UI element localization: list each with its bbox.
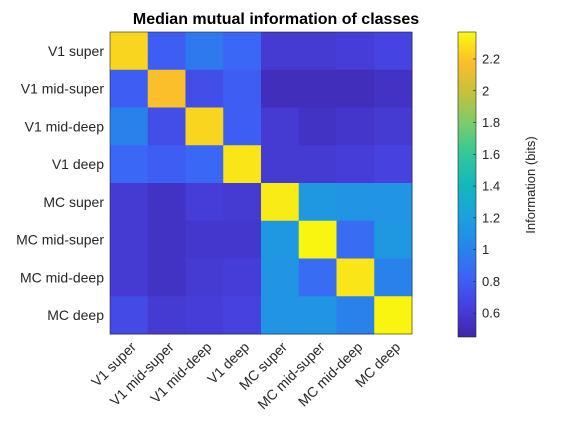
heatmap-cell: [336, 32, 375, 71]
heatmap-cell: [261, 183, 300, 222]
row-tick-label: MC mid-super: [16, 232, 104, 248]
heatmap-cell: [336, 145, 375, 184]
colorbar-tick-label: 0.6: [482, 306, 500, 321]
heatmap-cell: [336, 183, 375, 222]
row-tick-label: V1 super: [48, 43, 104, 59]
heatmap-cell: [185, 220, 224, 259]
heatmap-cell: [298, 183, 337, 222]
heatmap-cell: [261, 107, 300, 146]
heatmap-cell: [185, 69, 224, 108]
heatmap-cell: [374, 296, 413, 335]
heatmap-cell: [147, 69, 186, 108]
heatmap-cell: [374, 107, 413, 146]
heatmap-cell: [223, 145, 262, 184]
heatmap-cell: [374, 69, 413, 108]
heatmap-cell: [185, 296, 224, 335]
heatmap-cell: [185, 32, 224, 71]
heatmap-cells: [109, 31, 413, 335]
heatmap-cell: [147, 296, 186, 335]
row-tick-label: V1 mid-deep: [25, 118, 105, 134]
colorbar-tick-label: 1: [482, 242, 489, 257]
colorbar: 0.6 0.8 1 1.2 1.4 1.6 1.8 2 2.2 Information (bit…: [457, 31, 538, 338]
row-labels: V1 super V1 mid-super V1 mid-deep V1 deep MC…: [16, 43, 104, 323]
heatmap-cell: [110, 107, 149, 146]
colorbar-ticks: 0.6 0.8 1 1.2 1.4 1.6 1.8 2 2.2: [473, 52, 500, 321]
heatmap-cell: [185, 183, 224, 222]
heatmap-cell: [374, 145, 413, 184]
heatmap-cell: [261, 145, 300, 184]
heatmap-cell: [110, 183, 149, 222]
heatmap-cell: [110, 220, 149, 259]
heatmap-cell: [374, 258, 413, 297]
plot-frame: [109, 31, 413, 335]
heatmap-cell: [261, 32, 300, 71]
colorbar-tick-label: 2.2: [482, 52, 500, 67]
heatmap-cell: [110, 296, 149, 335]
chart-title: Median mutual information of classes: [133, 11, 419, 28]
heatmap-cell: [223, 69, 262, 108]
heatmap-cell: [298, 258, 337, 297]
heatmap-cell: [374, 183, 413, 222]
heatmap-cell: [110, 32, 149, 71]
heatmap-cell: [147, 220, 186, 259]
colorbar-tick-label: 0.8: [482, 274, 500, 289]
heatmap-cell: [298, 107, 337, 146]
colorbar-tick-label: 2: [482, 83, 489, 98]
heatmap-cell: [261, 296, 300, 335]
heatmap-cell: [261, 220, 300, 259]
row-tick-label: MC super: [43, 194, 104, 210]
row-tick-label: MC deep: [47, 307, 104, 323]
heatmap-cell: [336, 258, 375, 297]
heatmap-cell: [147, 145, 186, 184]
heatmap-cell: [185, 258, 224, 297]
heatmap-cell: [147, 183, 186, 222]
heatmap-cell: [147, 32, 186, 71]
heatmap-cell: [336, 220, 375, 259]
heatmap-cell: [374, 220, 413, 259]
heatmap-cell: [223, 220, 262, 259]
row-tick-label: V1 mid-super: [21, 81, 105, 97]
heatmap-cell: [336, 107, 375, 146]
colorbar-tick-label: 1.6: [482, 147, 500, 162]
heatmap-cell: [185, 145, 224, 184]
heatmap-cell: [223, 183, 262, 222]
heatmap-cell: [336, 296, 375, 335]
heatmap-cell: [261, 69, 300, 108]
heatmap-cell: [223, 32, 262, 71]
heatmap-cell: [336, 69, 375, 108]
heatmap-cell: [223, 258, 262, 297]
heatmap-cell: [110, 69, 149, 108]
row-tick-label: MC mid-deep: [20, 269, 104, 285]
heatmap-cell: [298, 69, 337, 108]
heatmap-cell: [298, 296, 337, 335]
colorbar-tick-label: 1.4: [482, 179, 500, 194]
heatmap-cell: [147, 258, 186, 297]
colorbar-tick-label: 1.2: [482, 210, 500, 225]
heatmap-cell: [374, 32, 413, 71]
colorbar-label: Information (bits): [523, 136, 538, 234]
heatmap-cell: [147, 107, 186, 146]
heatmap-cell: [110, 258, 149, 297]
row-tick-label: V1 deep: [52, 156, 104, 172]
colorbar-tick-label: 1.8: [482, 115, 500, 130]
heatmap-cell: [223, 107, 262, 146]
heatmap-cell: [298, 220, 337, 259]
heatmap-cell: [110, 145, 149, 184]
colorbar-gradient: [457, 31, 477, 338]
heatmap-cell: [298, 145, 337, 184]
heatmap-cell: [261, 258, 300, 297]
heatmap-cell: [298, 32, 337, 71]
heatmap-cell: [223, 296, 262, 335]
heatmap-cell: [185, 107, 224, 146]
